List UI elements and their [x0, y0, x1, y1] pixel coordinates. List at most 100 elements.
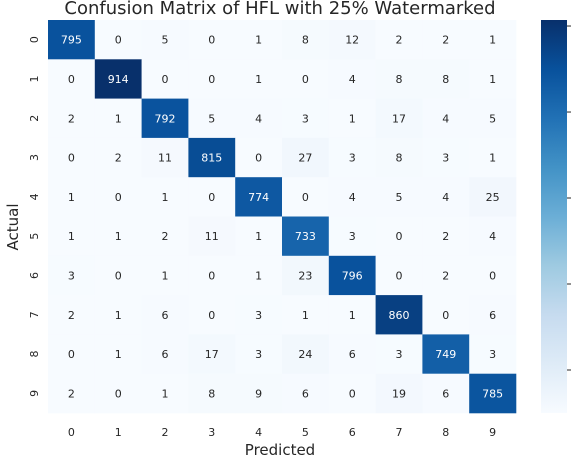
heatmap-cell-7-2: [141, 295, 189, 335]
x-tick-label-2: 2: [162, 426, 169, 439]
colorbar: [541, 20, 567, 413]
cell-value-3-8: 3: [442, 152, 449, 165]
heatmap-cell-1-8: [422, 59, 470, 99]
heatmap-cell-7-0: [48, 295, 96, 335]
cell-value-2-3: 5: [208, 112, 215, 125]
cell-value-0-1: 0: [115, 34, 122, 47]
cell-value-1-4: 1: [255, 73, 262, 86]
cell-value-2-0: 2: [68, 112, 75, 125]
cell-value-7-0: 2: [68, 309, 75, 322]
y-tick-label-0: 0: [28, 36, 41, 43]
heatmap-cell-labels: 795 0 5 0 1 8 12 2 2 10 914 0 0 1 0 4 8 8 12 1 792 5 4 3 1 17 4 50 2…: [61, 34, 503, 401]
heatmap-cell-0-0: [48, 20, 96, 60]
cell-value-5-8: 2: [442, 230, 449, 243]
cell-value-6-7: 0: [396, 269, 403, 282]
x-tick-label-4: 4: [255, 426, 262, 439]
cell-value-9-6: 0: [349, 387, 356, 400]
heatmap-cell-3-8: [422, 137, 470, 178]
cell-value-4-5: 0: [302, 191, 309, 204]
heatmap-cell-9-8: [422, 373, 470, 414]
heatmap-cell-0-5: [282, 20, 330, 60]
heatmap-cell-8-8: [422, 334, 470, 374]
cell-value-3-2: 11: [158, 152, 172, 165]
heatmap-cell-9-6: [328, 373, 376, 414]
cell-value-6-2: 1: [162, 269, 169, 282]
heatmap-cell-2-0: [48, 98, 96, 139]
cell-value-6-0: 3: [68, 269, 75, 282]
cell-value-0-7: 2: [396, 34, 403, 47]
heatmap-cell-4-5: [282, 177, 330, 217]
cell-value-0-9: 1: [489, 34, 496, 47]
heatmap-cell-5-5: [282, 216, 330, 257]
cell-value-5-6: 3: [349, 230, 356, 243]
cell-value-6-4: 1: [255, 269, 262, 282]
cell-value-5-5: 733: [295, 230, 316, 243]
cell-value-3-3: 815: [201, 152, 222, 165]
cell-value-4-7: 5: [396, 191, 403, 204]
heatmap-cell-5-7: [375, 216, 423, 257]
x-tick-label-5: 5: [302, 426, 309, 439]
y-tick-label-9: 9: [28, 390, 41, 397]
cell-value-3-7: 8: [396, 152, 403, 165]
cell-value-0-5: 8: [302, 34, 309, 47]
cell-value-8-1: 1: [115, 348, 122, 361]
cell-value-5-3: 11: [205, 230, 219, 243]
x-axis-ticks: 0 1 2 3 4 5 6 7 8 9: [68, 426, 496, 439]
heatmap-cell-8-9: [469, 334, 517, 374]
cell-value-6-5: 23: [298, 269, 312, 282]
heatmap-cell-8-5: [282, 334, 330, 374]
cell-value-1-0: 0: [68, 73, 75, 86]
cell-value-9-3: 8: [208, 387, 215, 400]
cell-value-7-6: 1: [349, 309, 356, 322]
cell-value-7-9: 6: [489, 309, 496, 322]
heatmap-cell-7-3: [188, 295, 236, 335]
heatmap-cell-3-4: [235, 137, 283, 178]
heatmap-cell-5-0: [48, 216, 96, 257]
heatmap-cell-1-6: [328, 59, 376, 99]
cell-value-6-3: 0: [208, 269, 215, 282]
heatmap-cell-5-2: [141, 216, 189, 257]
y-tick-label-2: 2: [28, 115, 41, 122]
heatmap-cell-9-5: [282, 373, 330, 414]
cell-value-3-5: 27: [298, 152, 312, 165]
heatmap-cell-0-4: [235, 20, 283, 60]
cell-value-9-4: 9: [255, 387, 262, 400]
heatmap-cell-3-6: [328, 137, 376, 178]
heatmap-cell-7-5: [282, 295, 330, 335]
heatmap-cell-4-6: [328, 177, 376, 217]
heatmap-cell-4-8: [422, 177, 470, 217]
heatmap-cell-0-7: [375, 20, 423, 60]
heatmap-cell-0-2: [141, 20, 189, 60]
heatmap-cell-1-5: [282, 59, 330, 99]
heatmap-cell-1-1: [94, 59, 142, 99]
heatmap-cell-4-4: [235, 177, 283, 217]
cell-value-4-1: 0: [115, 191, 122, 204]
heatmap-cell-2-3: [188, 98, 236, 139]
cell-value-8-4: 3: [255, 348, 262, 361]
heatmap-cell-3-3: [188, 137, 236, 178]
cell-value-0-8: 2: [442, 34, 449, 47]
cell-value-8-2: 6: [162, 348, 169, 361]
cell-value-0-0: 795: [61, 34, 82, 47]
heatmap-cell-7-6: [328, 295, 376, 335]
cell-value-1-5: 0: [302, 73, 309, 86]
heatmap-cell-3-5: [282, 137, 330, 178]
y-tick-label-7: 7: [28, 311, 41, 318]
heatmap-cell-4-3: [188, 177, 236, 217]
y-axis-ticks: 0 1 2 3 4 5 6 7 8 9: [28, 36, 41, 397]
heatmap-cell-6-7: [375, 255, 423, 296]
cell-value-1-8: 8: [442, 73, 449, 86]
heatmap-cell-6-0: [48, 255, 96, 296]
heatmap-cell-9-7: [375, 373, 423, 414]
cell-value-5-7: 0: [396, 230, 403, 243]
y-axis-label: Actual: [4, 204, 22, 251]
heatmap-cell-0-6: [328, 20, 376, 60]
x-tick-label-8: 8: [442, 426, 449, 439]
cell-value-7-1: 1: [115, 309, 122, 322]
heatmap-cell-6-5: [282, 255, 330, 296]
heatmap-cell-8-0: [48, 334, 96, 374]
heatmap-cell-2-6: [328, 98, 376, 139]
cell-value-0-6: 12: [345, 34, 359, 47]
cell-value-8-9: 3: [489, 348, 496, 361]
